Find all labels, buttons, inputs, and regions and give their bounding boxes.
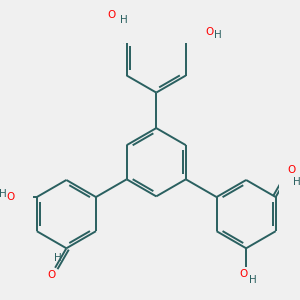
Text: H: H (249, 275, 257, 285)
Text: O: O (205, 27, 213, 37)
Text: H: H (120, 16, 128, 26)
Text: O: O (47, 270, 55, 280)
Text: H: H (293, 177, 300, 187)
Text: O: O (107, 10, 116, 20)
Text: H: H (214, 29, 221, 40)
Text: O: O (287, 165, 296, 175)
Text: H: H (0, 189, 7, 199)
Text: O: O (7, 192, 15, 202)
Text: O: O (239, 269, 247, 279)
Text: H: H (54, 253, 62, 263)
